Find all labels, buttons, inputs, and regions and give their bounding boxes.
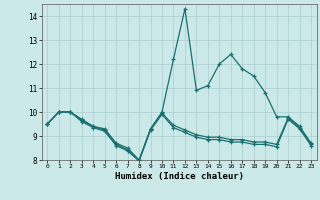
X-axis label: Humidex (Indice chaleur): Humidex (Indice chaleur) bbox=[115, 172, 244, 181]
